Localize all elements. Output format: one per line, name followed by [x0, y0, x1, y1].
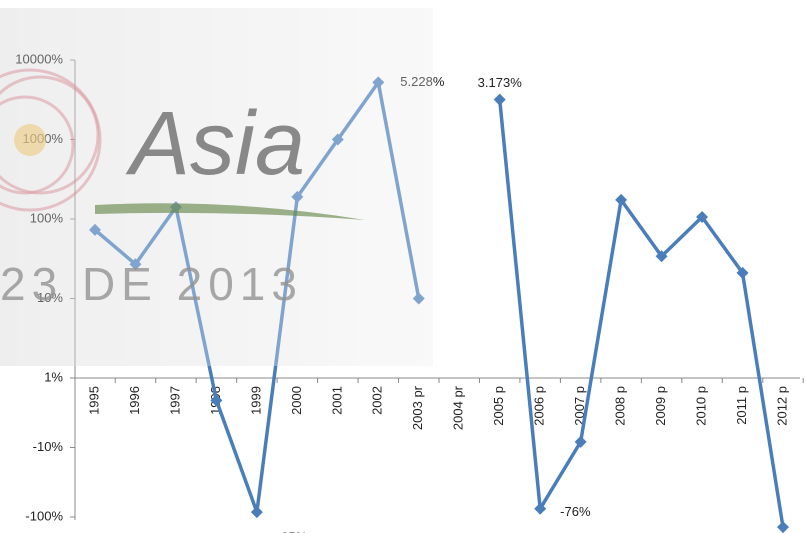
- logo-text: Asia: [125, 94, 305, 194]
- x-tick-label: 1999: [248, 386, 263, 415]
- x-tick-label: 2010 p: [693, 386, 708, 426]
- x-tick-label: 1997: [167, 386, 182, 415]
- y-tick-label: -100%: [25, 508, 63, 523]
- x-tick-label: 2001: [329, 386, 344, 415]
- series-line: [500, 100, 783, 528]
- x-tick-label: 2011 p: [734, 386, 749, 425]
- logo-dot: [14, 124, 46, 156]
- x-tick-label: 2005 p: [491, 386, 506, 426]
- x-tick-label: 2012 p: [774, 386, 789, 426]
- x-tick-label: 2002: [370, 386, 385, 415]
- marker: [777, 521, 789, 533]
- y-tick-label: -10%: [33, 439, 64, 454]
- marker: [494, 94, 506, 106]
- marker: [251, 506, 263, 518]
- x-tick-label: 2008 p: [613, 386, 628, 426]
- chart: 10000%1000%100%10%1%-10%-100%19951996199…: [0, 0, 807, 533]
- x-tick-label: 1995: [86, 386, 101, 415]
- x-tick-label: 1996: [127, 386, 142, 415]
- x-tick-label: 2000: [289, 386, 304, 415]
- x-tick-label: 2003 pr: [410, 385, 425, 430]
- watermark-date: 23 DE 2013: [0, 258, 303, 310]
- x-tick-label: 2004 pr: [451, 385, 466, 430]
- x-tick-label: 2006 p: [532, 386, 547, 426]
- data-label: -85%: [277, 530, 308, 533]
- data-label: -76%: [560, 504, 591, 519]
- y-tick-label: 1%: [44, 369, 63, 384]
- x-tick-label: 2009 p: [653, 386, 668, 426]
- watermark: Asia 23 DE 2013: [0, 8, 433, 366]
- data-label: 3.173%: [478, 75, 523, 90]
